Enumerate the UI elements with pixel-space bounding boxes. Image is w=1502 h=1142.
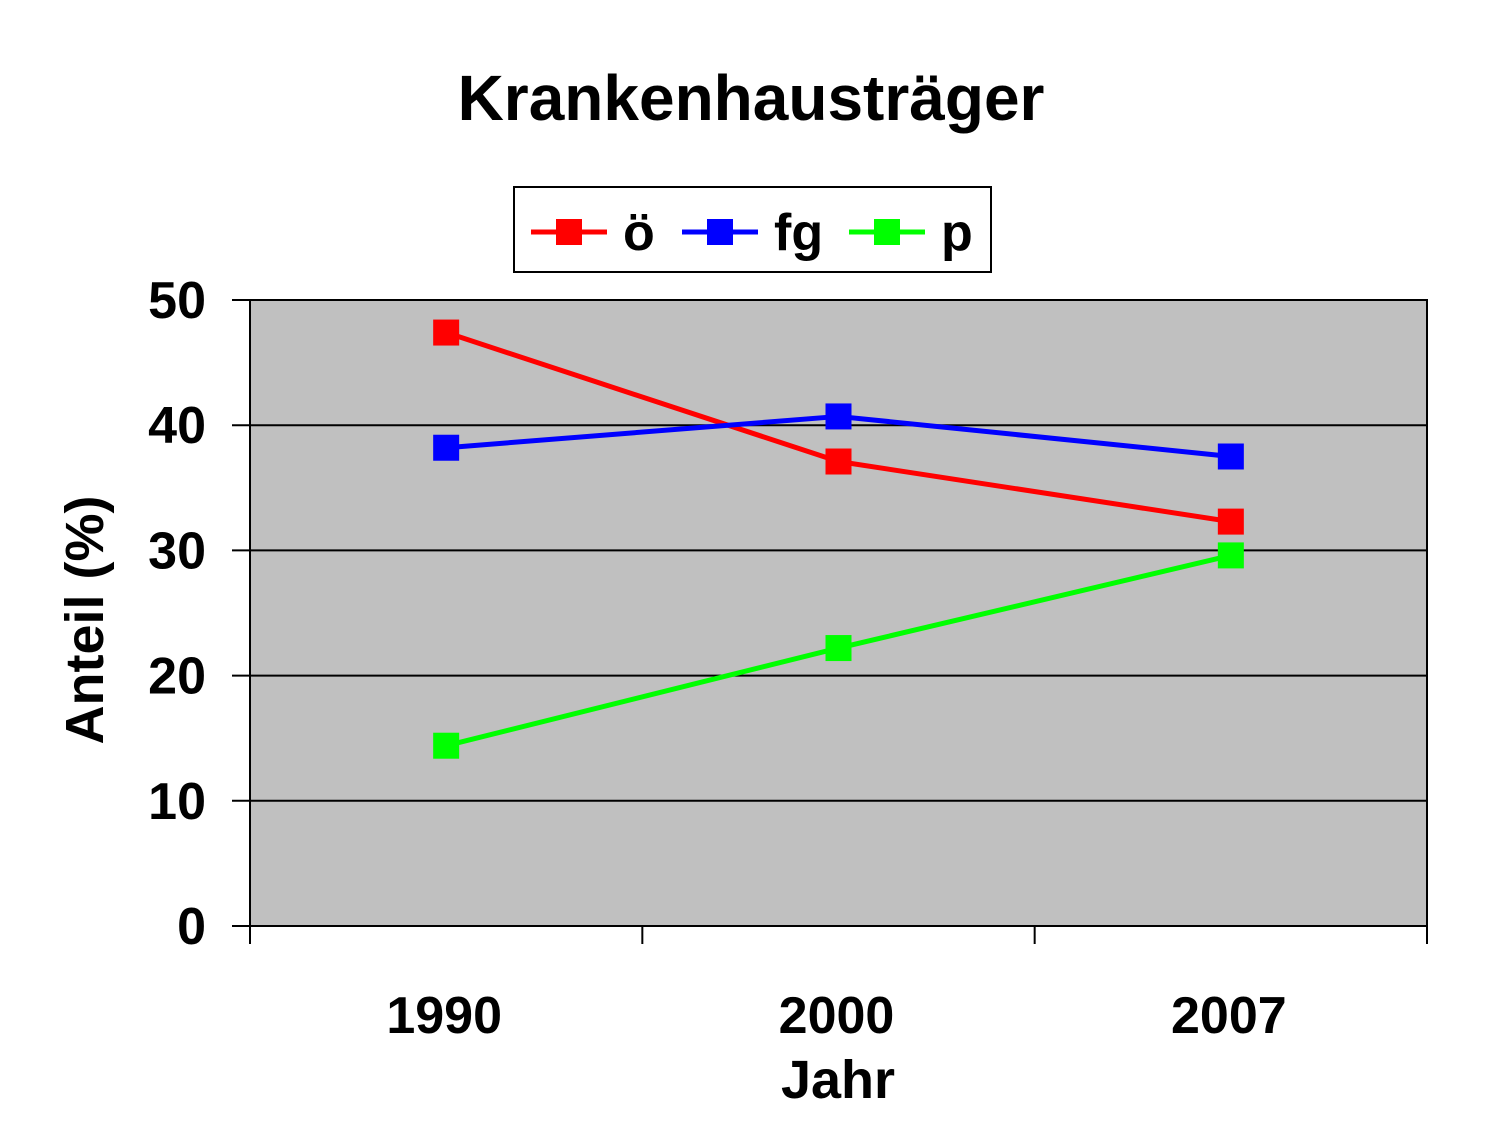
x-axis-label: Jahr (781, 1050, 895, 1110)
plot-area (249, 299, 1428, 927)
data-point (825, 448, 852, 475)
legend-marker (874, 219, 900, 245)
data-point (825, 403, 852, 430)
data-point (1217, 443, 1244, 470)
y-tick-label: 40 (148, 397, 206, 455)
y-tick-label: 30 (148, 522, 206, 580)
x-tick-label: 1990 (386, 987, 502, 1045)
y-axis-label: Anteil (%) (55, 496, 115, 745)
y-tick-label: 20 (148, 648, 206, 706)
legend-label: p (941, 204, 973, 262)
data-point (433, 434, 460, 461)
chart-title: Krankenhausträger (458, 62, 1045, 134)
legend-marker (556, 219, 582, 245)
data-point (1217, 542, 1244, 569)
legend-marker (707, 219, 733, 245)
data-point (433, 319, 460, 346)
x-tick-label: 2007 (1171, 987, 1287, 1045)
y-tick-label: 50 (148, 272, 206, 330)
y-tick-label: 0 (177, 898, 206, 956)
legend: ö fg p (513, 186, 992, 273)
legend-label: ö (623, 204, 655, 262)
x-tick-label: 2000 (779, 987, 895, 1045)
data-point (825, 635, 852, 662)
data-point (433, 732, 460, 759)
y-tick-label: 10 (148, 773, 206, 831)
legend-label: fg (774, 204, 823, 262)
data-point (1217, 508, 1244, 535)
